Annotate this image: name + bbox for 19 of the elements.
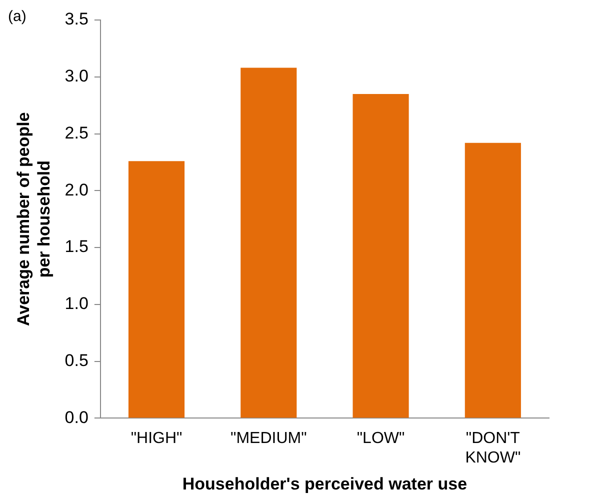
- y-tick-label: 0.0: [64, 408, 88, 427]
- bar: [240, 68, 297, 418]
- bar: [128, 161, 185, 418]
- x-axis-title: Householder's perceived water use: [182, 474, 468, 494]
- bar: [352, 94, 409, 418]
- x-tick-label: "DON'T KNOW": [465, 430, 521, 466]
- x-tick-label: "MEDIUM": [230, 430, 307, 448]
- y-tick-label: 0.5: [64, 351, 88, 370]
- y-tick-label: 3.0: [64, 66, 88, 86]
- text: (a): [8, 8, 26, 25]
- y-tick-label: 1.0: [64, 294, 88, 314]
- bar: [464, 142, 521, 418]
- y-tick-label: 2.0: [64, 180, 88, 200]
- y-tick-label: 1.5: [64, 237, 88, 256]
- y-tick-label: 2.5: [64, 123, 88, 142]
- x-tick-label: "LOW": [356, 430, 405, 448]
- x-tick-label: "HIGH": [130, 430, 182, 448]
- y-axis-title: Average number of people per household: [14, 112, 54, 326]
- y-tick-label: 3.5: [64, 10, 88, 29]
